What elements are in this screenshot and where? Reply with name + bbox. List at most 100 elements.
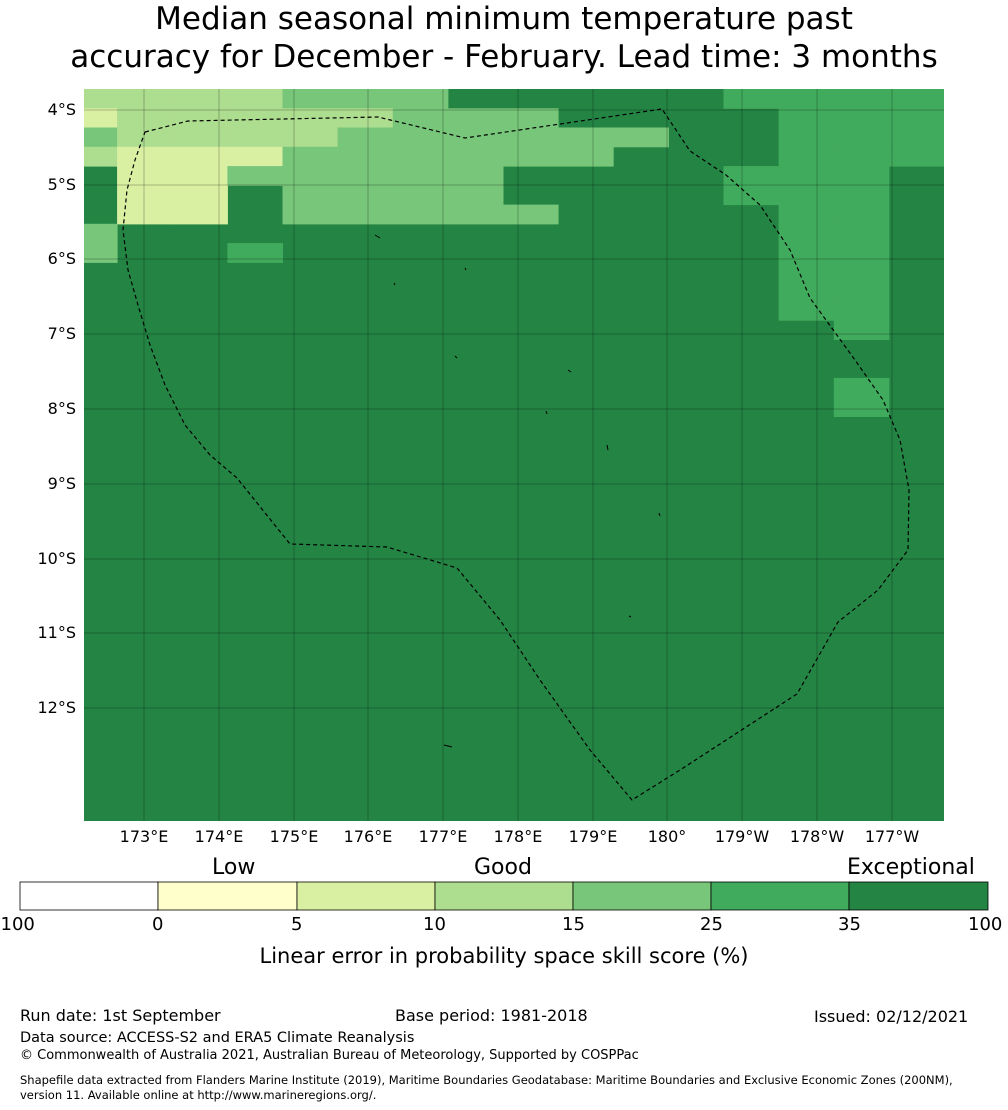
- colorbar-segment: [296, 881, 436, 911]
- grid-cell: [392, 89, 449, 109]
- lat-label: 12°S: [37, 698, 76, 717]
- eez-boundary-line: [122, 108, 910, 801]
- grid-cell: [172, 204, 228, 225]
- grid-cell: [833, 185, 890, 206]
- base-period: Base period: 1981-2018: [395, 1006, 588, 1025]
- grid-cell: [172, 127, 228, 148]
- copyright: © Commonwealth of Australia 2021, Austra…: [20, 1048, 639, 1063]
- grid-cell: [117, 166, 173, 186]
- island-mark: [567, 369, 572, 373]
- colorbar-tick-label: 100: [968, 914, 1003, 935]
- grid-cell: [447, 185, 504, 206]
- grid-cell: [84, 127, 118, 148]
- grid-cell: [723, 185, 780, 206]
- grid-cell: [172, 108, 228, 129]
- grid-cell: [227, 166, 283, 186]
- grid-cell: [558, 146, 614, 167]
- grid-cell: [778, 185, 835, 206]
- grid-cell: [117, 204, 173, 225]
- grid-cell: [282, 185, 339, 206]
- grid-cell: [227, 108, 283, 129]
- grid-cell: [117, 127, 173, 148]
- grid-cell: [503, 127, 559, 148]
- grid-cell: [447, 127, 504, 148]
- lat-label: 4°S: [47, 100, 76, 119]
- graticule: [84, 89, 944, 821]
- grid-cell: [723, 89, 780, 109]
- grid-cell: [888, 127, 944, 148]
- grid-cell: [778, 146, 835, 167]
- grid-cell: [833, 127, 890, 148]
- grid-cell: [888, 89, 944, 109]
- grid-cell: [833, 262, 890, 283]
- grid-cell: [888, 146, 944, 167]
- grid-cell: [778, 89, 835, 109]
- run-date: Run date: 1st September: [20, 1006, 221, 1025]
- grid-cell: [447, 166, 504, 186]
- grid-cell: [833, 281, 890, 302]
- island-mark: [454, 355, 458, 359]
- map-title: Median seasonal minimum temperature past…: [0, 0, 1008, 76]
- island-mark: [606, 444, 609, 451]
- grid-cell: [778, 127, 835, 148]
- grid-cell: [833, 166, 890, 186]
- grid-cell: [282, 166, 339, 186]
- legend-category-low: Low: [212, 855, 256, 880]
- grid-cell: [84, 108, 118, 129]
- colorbar-segment: [157, 881, 298, 911]
- grid-cell: [117, 185, 173, 206]
- colorbar-tick-label: 35: [838, 914, 861, 935]
- grid-cell: [392, 127, 449, 148]
- grid-cell: [337, 89, 394, 109]
- grid-cell: [337, 204, 394, 225]
- island-mark: [545, 410, 548, 415]
- island-marks: [374, 234, 661, 748]
- colorbar-segment: [848, 881, 989, 911]
- grid-cell: [392, 108, 449, 129]
- grid-cell: [337, 108, 394, 129]
- lat-label: 10°S: [37, 549, 76, 568]
- grid-cell: [392, 146, 449, 167]
- grid-cell: [723, 166, 780, 186]
- grid-cell: [172, 185, 228, 206]
- grid-cell: [392, 204, 449, 225]
- colorbar-segment: [710, 881, 850, 911]
- colorbar-segment: [434, 881, 574, 911]
- grid-cell: [833, 397, 890, 417]
- grid-cell: [392, 185, 449, 206]
- grid-cell: [833, 89, 890, 109]
- grid-cell: [84, 146, 118, 167]
- lon-label: 177°W: [864, 827, 920, 846]
- island-mark: [658, 512, 661, 517]
- grid-cell: [84, 243, 118, 263]
- grid-cell: [833, 300, 890, 321]
- lat-label: 6°S: [47, 249, 76, 268]
- grid-cell: [172, 89, 228, 109]
- colorbar-segment: [19, 881, 159, 911]
- grid-cell: [888, 108, 944, 129]
- lon-label: 173°E: [119, 827, 169, 846]
- colorbar-tick-label: 25: [700, 914, 723, 935]
- grid-cell: [172, 146, 228, 167]
- grid-cell: [282, 89, 339, 109]
- island-mark: [374, 234, 381, 239]
- grid-cell: [503, 108, 559, 129]
- grid-cell: [833, 204, 890, 225]
- grid-cell: [833, 223, 890, 244]
- grid-cell: [282, 204, 339, 225]
- grid-cell: [558, 127, 614, 148]
- lon-label: 175°E: [269, 827, 319, 846]
- title-line-2: accuracy for December - February. Lead t…: [70, 39, 938, 75]
- colorbar-title: Linear error in probability space skill …: [259, 944, 749, 968]
- lon-label: 179°W: [714, 827, 770, 846]
- grid-cell: [833, 377, 890, 398]
- grid-cell: [778, 108, 835, 129]
- lon-label: 174°E: [194, 827, 244, 846]
- grid-cell: [282, 146, 339, 167]
- shapefile-credit-line-2: version 11. Available online at http://w…: [20, 1088, 377, 1102]
- grid-cell: [392, 166, 449, 186]
- grid-cell: [833, 108, 890, 129]
- lon-label: 178°W: [789, 827, 845, 846]
- grid-cell: [778, 243, 835, 263]
- legend-category-exceptional: Exceptional: [847, 855, 975, 880]
